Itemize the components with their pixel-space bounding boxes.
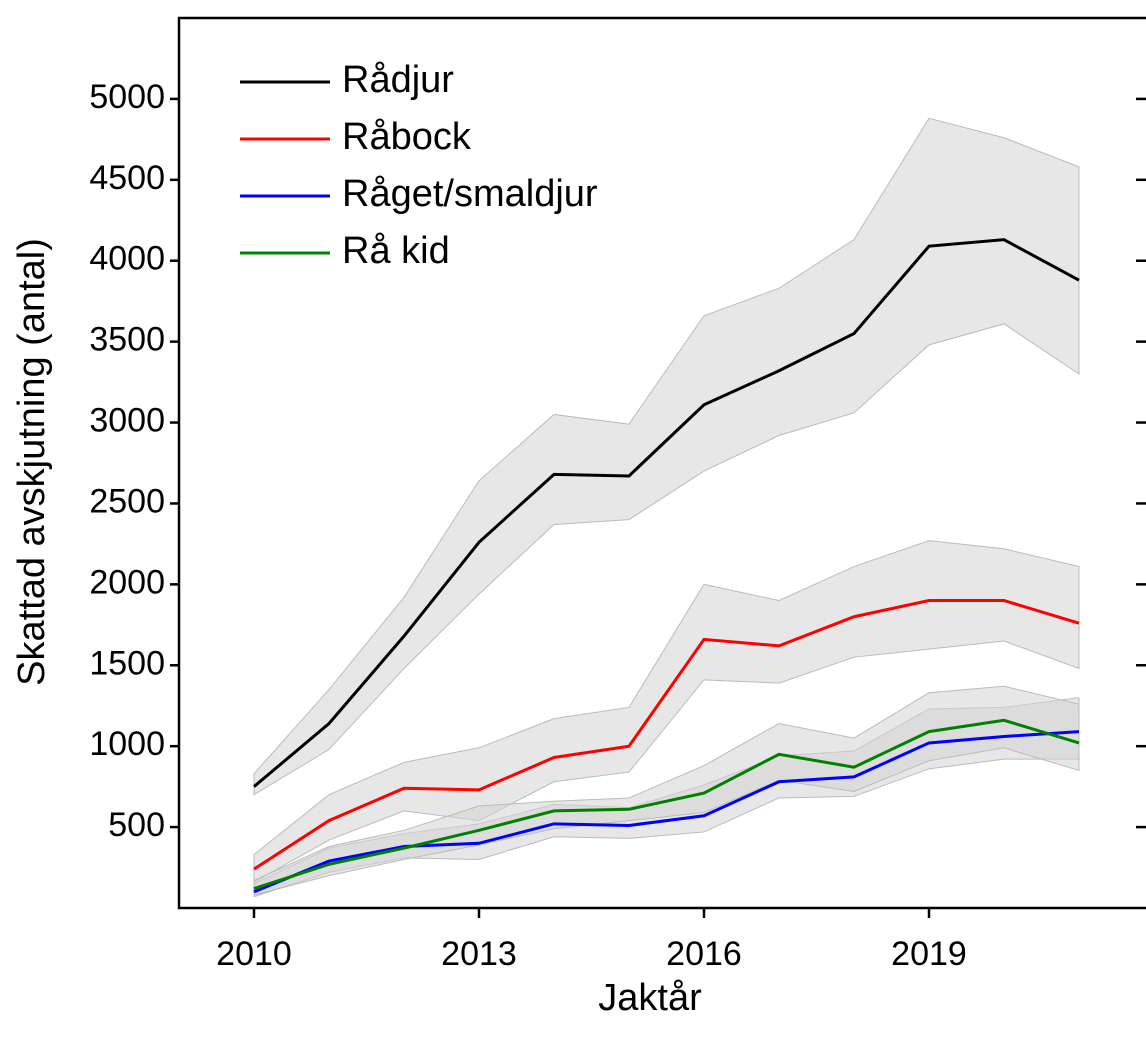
y-tick-label: 500 [108, 806, 165, 844]
x-axis-label: Jaktår [598, 977, 702, 1019]
series-line [253, 718, 1080, 891]
x-tick-label: 2013 [441, 935, 517, 973]
y-axis-label: Skattad avskjutning (antal) [11, 238, 53, 686]
y-tick-label: 4000 [89, 240, 165, 278]
y-tick-label: 3000 [89, 402, 165, 440]
y-tick-label: 2500 [89, 482, 165, 520]
legend-label: Rå kid [342, 230, 450, 272]
y-tick-label: 2000 [89, 563, 165, 601]
legend-label: Råbock [342, 116, 472, 158]
x-tick-label: 2019 [891, 935, 967, 973]
y-tick-label: 1000 [89, 725, 165, 763]
legend-label: Rådjur [342, 59, 454, 101]
confidence-band [253, 117, 1080, 796]
y-tick-label: 5000 [89, 78, 165, 116]
series-line [253, 730, 1080, 894]
x-tick-label: 2016 [666, 935, 742, 973]
y-tick-label: 4500 [89, 159, 165, 197]
x-tick-label: 2010 [216, 935, 292, 973]
legend-label: Råget/smaldjur [342, 173, 598, 215]
series-line [253, 238, 1080, 788]
plot-frame [177, 16, 1146, 910]
y-tick-label: 1500 [89, 644, 165, 682]
series-line [253, 599, 1080, 871]
y-tick-label: 3500 [89, 321, 165, 359]
